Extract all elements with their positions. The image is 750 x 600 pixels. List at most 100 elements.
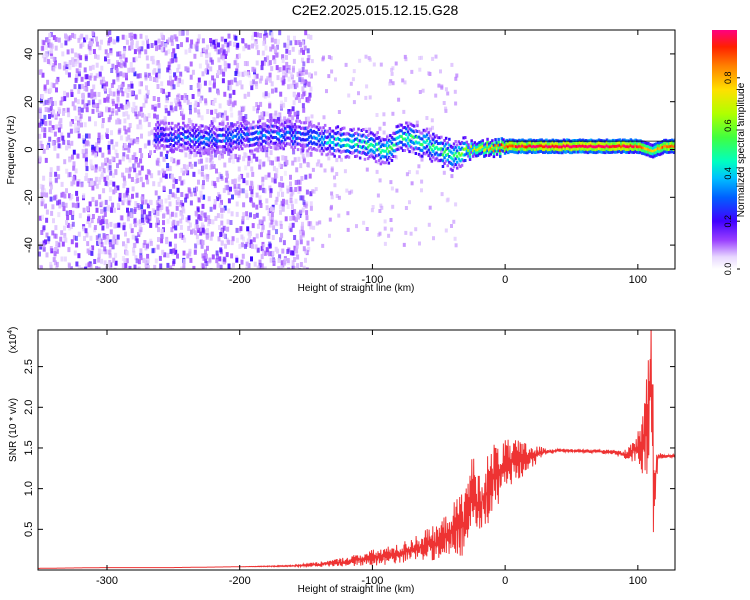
ridge-cell [183, 130, 187, 134]
ridge-cell [444, 142, 448, 146]
noise-cell [84, 157, 88, 163]
noise-cell [134, 111, 138, 117]
noise-cell [293, 257, 297, 262]
ridge-cell [513, 150, 516, 154]
ridge-cell [639, 150, 642, 154]
ridge-cell [597, 141, 601, 145]
ridge-cell [395, 142, 398, 146]
ridge-cell [452, 142, 456, 146]
ridge-cell [473, 152, 476, 156]
noise-cell [308, 72, 311, 78]
noise-cell [164, 198, 168, 204]
ridge-cell [210, 150, 214, 154]
noise-cell [442, 170, 446, 175]
colorbar-tick-label: 0.0 [723, 263, 733, 276]
noise-cell [101, 215, 105, 221]
noise-cell [130, 83, 134, 89]
ridge-cell [287, 125, 290, 129]
noise-cell [303, 45, 307, 51]
noise-cell [193, 191, 197, 197]
noise-cell [133, 167, 137, 173]
ridge-cell [417, 129, 421, 133]
ridge-cell [214, 126, 217, 130]
noise-cell [109, 267, 113, 269]
ridge-cell [499, 146, 502, 150]
noise-cell [256, 247, 260, 253]
ridge-cell [198, 143, 201, 147]
ridge-cell [591, 142, 594, 146]
noise-cell [150, 130, 154, 136]
ridge-cell [624, 148, 628, 151]
ridge-cell [489, 141, 492, 145]
noise-cell [312, 225, 316, 230]
noise-cell [172, 84, 176, 90]
ridge-cell [209, 147, 212, 150]
noise-cell [302, 70, 306, 76]
ridge-cell [634, 141, 637, 145]
noise-cell [325, 89, 328, 94]
noise-cell [113, 267, 117, 269]
noise-cell [327, 55, 331, 59]
noise-cell [66, 222, 70, 228]
noise-cell [244, 114, 248, 119]
noise-cell [299, 209, 303, 215]
ridge-cell [475, 148, 478, 152]
ridge-cell [594, 148, 598, 152]
ridge-cell [671, 138, 674, 142]
ridge-cell [569, 142, 572, 146]
svg-text:(x104): (x104) [7, 327, 19, 354]
noise-cell [127, 87, 131, 92]
noise-cell [255, 60, 259, 66]
noise-cell [70, 48, 74, 54]
noise-cell [133, 268, 137, 269]
noise-cell [178, 233, 182, 239]
ridge-cell [427, 154, 430, 158]
noise-cell [227, 63, 231, 69]
noise-cell [189, 119, 193, 125]
noise-cell [209, 66, 213, 72]
noise-cell [60, 181, 64, 187]
noise-cell [455, 73, 459, 78]
ridge-cell [153, 132, 156, 136]
noise-cell [444, 228, 448, 233]
noise-cell [106, 175, 110, 181]
ridge-cell [202, 129, 206, 133]
noise-cell [269, 150, 273, 156]
ridge-cell [328, 149, 332, 153]
colorbar-tick-label: 0.6 [723, 119, 733, 132]
noise-cell [65, 145, 69, 151]
ridge-cell [220, 122, 223, 126]
noise-cell [72, 161, 76, 167]
noise-cell [200, 95, 204, 101]
ridge-cell [247, 138, 250, 142]
ridge-cell [519, 147, 523, 151]
noise-cell [157, 38, 161, 44]
noise-cell [330, 166, 334, 171]
ridge-cell [605, 149, 609, 153]
noise-cell [45, 217, 49, 223]
noise-cell [404, 230, 408, 235]
noise-cell [163, 252, 167, 258]
ridge-cell [429, 134, 432, 138]
ridge-cell [645, 141, 648, 145]
ridge-cell [438, 141, 441, 145]
ridge-cell [623, 147, 626, 151]
noise-cell [227, 239, 231, 245]
ridge-cell [343, 149, 346, 153]
noise-cell [40, 192, 44, 198]
noise-cell [41, 184, 45, 190]
ridge-cell [307, 141, 311, 145]
noise-cell [216, 213, 220, 219]
ridge-cell [527, 147, 531, 151]
ridge-cell [296, 130, 300, 134]
ridge-cell [628, 151, 631, 154]
noise-cell [65, 220, 68, 226]
ridge-cell [671, 144, 674, 148]
noise-cell [169, 105, 173, 111]
noise-cell [220, 207, 224, 213]
noise-cell [76, 153, 80, 159]
noise-cell [220, 112, 224, 118]
ridge-cell [478, 152, 481, 156]
ridge-cell [409, 145, 413, 149]
noise-cell [237, 166, 241, 172]
